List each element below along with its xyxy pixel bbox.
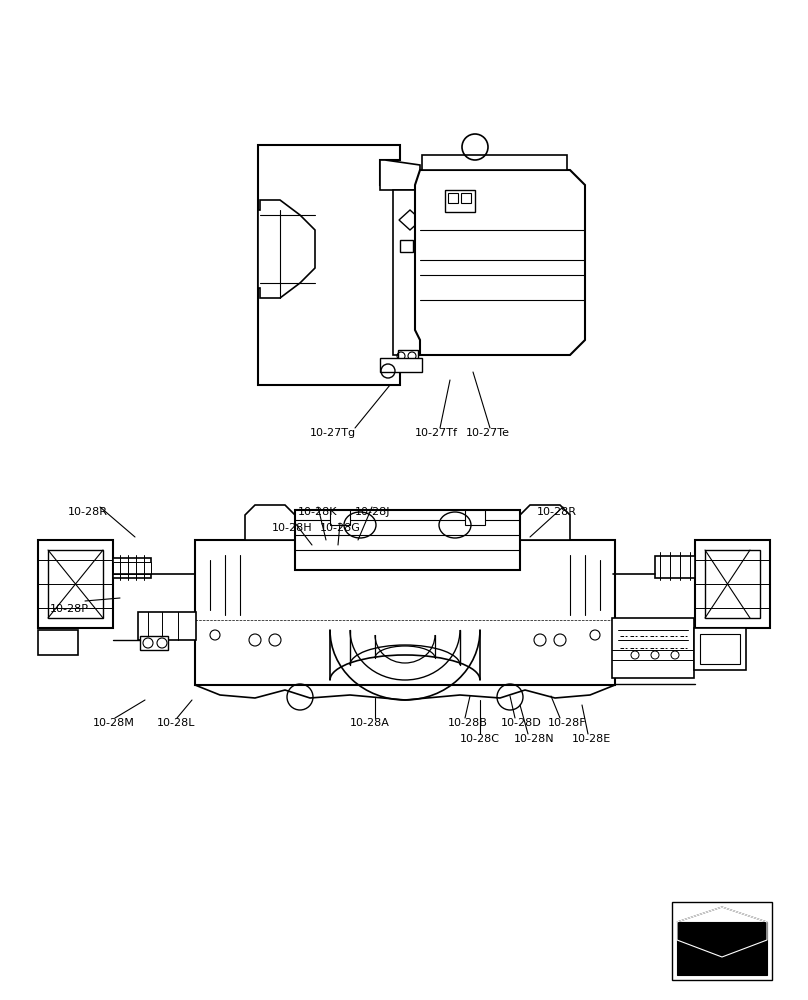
Text: 10-28H: 10-28H bbox=[272, 523, 313, 533]
Text: 10-28R: 10-28R bbox=[68, 507, 108, 517]
Text: 10-28F: 10-28F bbox=[548, 718, 587, 728]
Bar bbox=[655, 556, 695, 578]
Polygon shape bbox=[415, 170, 585, 355]
Polygon shape bbox=[258, 200, 315, 298]
Polygon shape bbox=[677, 922, 767, 975]
Text: 10-27Te: 10-27Te bbox=[466, 428, 510, 438]
Bar bbox=[700, 634, 740, 664]
Bar bbox=[38, 630, 78, 655]
Bar bbox=[461, 193, 471, 203]
Bar bbox=[694, 628, 746, 670]
Text: 10-28C: 10-28C bbox=[460, 734, 500, 744]
Text: 10-28R: 10-28R bbox=[537, 507, 577, 517]
Bar bbox=[138, 612, 196, 640]
Bar bbox=[695, 540, 770, 628]
Polygon shape bbox=[245, 505, 295, 540]
Text: 10-28B: 10-28B bbox=[448, 718, 488, 728]
Bar bbox=[140, 636, 168, 650]
Bar bbox=[330, 510, 350, 525]
Text: 10-28N: 10-28N bbox=[514, 734, 554, 744]
Text: 10-28K: 10-28K bbox=[298, 507, 338, 517]
Text: 10-28L: 10-28L bbox=[157, 718, 196, 728]
Text: 10-28D: 10-28D bbox=[501, 718, 541, 728]
Bar bbox=[295, 510, 520, 570]
Bar bbox=[672, 902, 772, 980]
Bar bbox=[38, 540, 113, 628]
Text: 10-28A: 10-28A bbox=[350, 718, 390, 728]
Polygon shape bbox=[380, 160, 420, 190]
Text: 10-28G: 10-28G bbox=[320, 523, 361, 533]
Text: 10-28P: 10-28P bbox=[50, 604, 89, 614]
Polygon shape bbox=[677, 907, 767, 940]
Bar bbox=[448, 193, 458, 203]
Bar bbox=[465, 510, 485, 525]
Bar bbox=[113, 558, 151, 578]
Bar bbox=[445, 190, 475, 212]
Polygon shape bbox=[399, 210, 421, 230]
Text: 10-28M: 10-28M bbox=[93, 718, 135, 728]
Bar bbox=[48, 550, 103, 618]
Polygon shape bbox=[520, 505, 570, 540]
Bar bbox=[612, 618, 694, 678]
Bar bbox=[380, 358, 422, 372]
Text: 10-28E: 10-28E bbox=[572, 734, 611, 744]
Text: 10-27Tg: 10-27Tg bbox=[310, 428, 356, 438]
Bar bbox=[393, 190, 420, 355]
Bar bbox=[113, 562, 151, 574]
Text: 10-27Tf: 10-27Tf bbox=[415, 428, 458, 438]
Bar bbox=[422, 155, 567, 170]
Bar bbox=[195, 540, 615, 685]
Bar bbox=[398, 350, 418, 362]
Polygon shape bbox=[258, 145, 400, 385]
Bar bbox=[400, 240, 413, 252]
Bar bbox=[705, 550, 760, 618]
Text: 10-28J: 10-28J bbox=[355, 507, 390, 517]
